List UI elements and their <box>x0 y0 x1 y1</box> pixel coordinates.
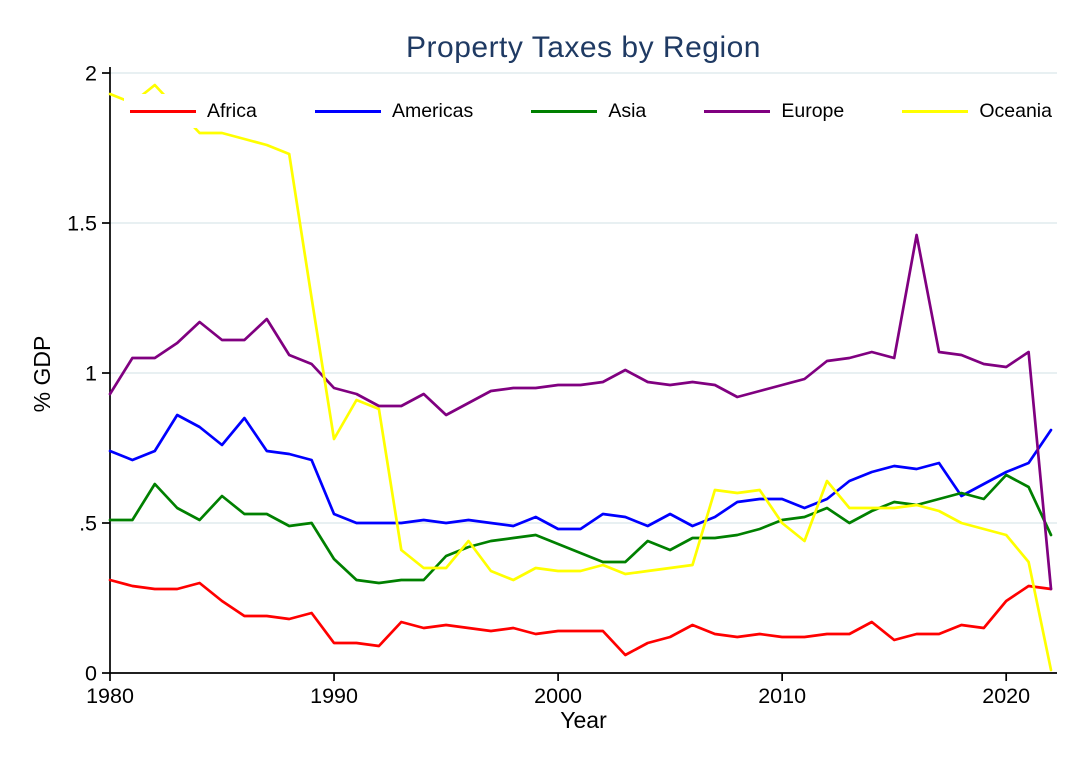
line-asia <box>108 473 1053 585</box>
legend-item-europe: Europe <box>704 100 844 123</box>
legend-swatch-europe <box>704 109 771 113</box>
y-axis-title: % GDP <box>29 335 55 413</box>
line-americas <box>108 413 1053 531</box>
legend-label-europe: Europe <box>781 99 845 122</box>
legend-swatch-africa <box>130 109 196 113</box>
legend-label-americas: Americas <box>391 99 474 122</box>
legend-label-oceania: Oceania <box>979 99 1052 122</box>
legend-swatch-americas <box>314 109 381 113</box>
y-tick-label: 1 <box>85 362 97 386</box>
legend-swatch-oceania <box>902 109 969 113</box>
x-tick-label: 1990 <box>310 684 358 708</box>
x-tick-label: 2020 <box>982 684 1030 708</box>
legend-label-asia: Asia <box>608 99 647 122</box>
legend-label-africa: Africa <box>207 99 257 122</box>
x-axis-title: Year <box>560 707 607 733</box>
legend-item-oceania: Oceania <box>902 100 1052 123</box>
y-tick-label: 1.5 <box>67 212 97 236</box>
x-tick-label: 1980 <box>86 684 134 708</box>
legend-swatch-asia <box>531 109 598 113</box>
x-tick-label: 2010 <box>758 684 806 708</box>
legend-item-africa: Africa <box>130 100 257 123</box>
y-tick-label: 2 <box>85 62 97 86</box>
line-africa <box>108 578 1053 657</box>
x-tick-label: 2000 <box>534 684 582 708</box>
y-tick-label: 0 <box>85 662 97 686</box>
line-europe <box>108 233 1053 591</box>
chart-title: Property Taxes by Region <box>406 31 761 64</box>
legend: Africa Americas Asia Europe Oceania <box>124 94 1058 128</box>
legend-item-americas: Americas <box>314 99 474 123</box>
line-oceania <box>108 83 1053 672</box>
y-tick-label: .5 <box>79 512 97 536</box>
legend-item-asia: Asia <box>531 100 646 123</box>
